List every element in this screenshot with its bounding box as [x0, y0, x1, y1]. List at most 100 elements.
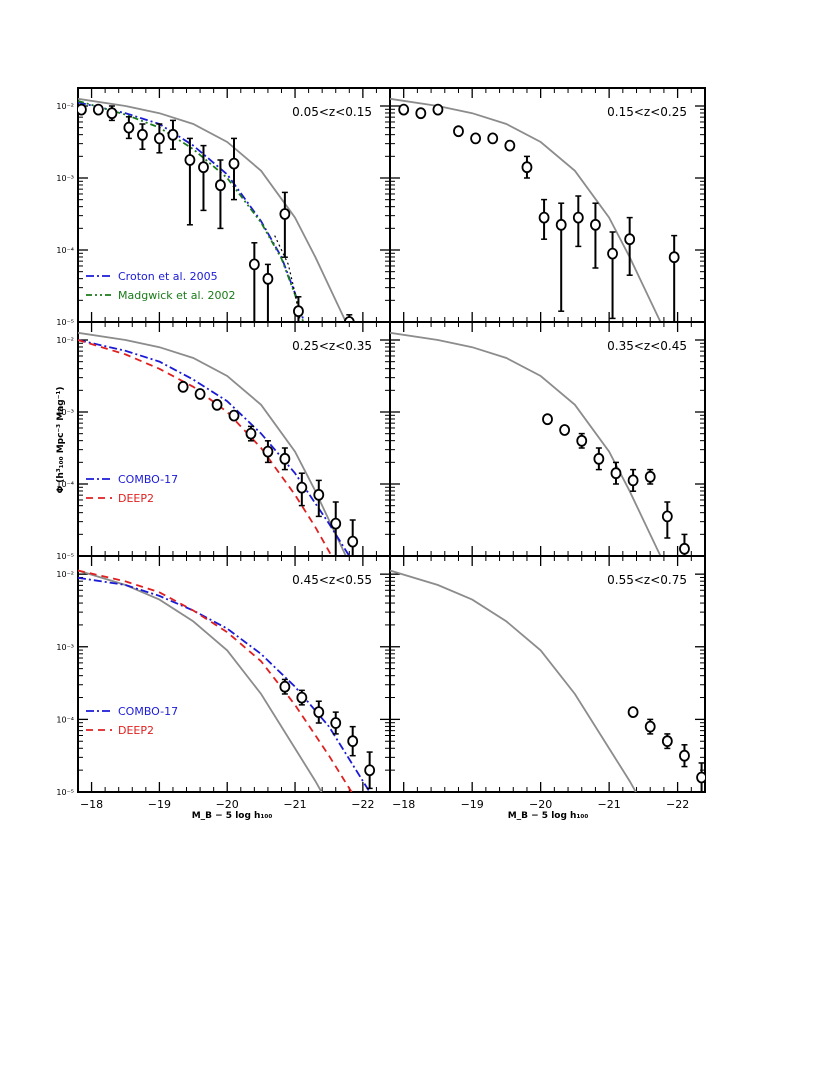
panel-6: −18 −19 −20 −21 −22 0.55<z<0.75 [389, 555, 706, 811]
curve-black-dot [274, 235, 302, 322]
redshift-label: 0.05<z<0.15 [292, 105, 372, 119]
data-point [330, 717, 342, 729]
data-point [194, 388, 206, 400]
panel-3: 10⁻² 10⁻³ 10⁻⁴ 10⁻⁵ 0.25<z<0.35 COMBO-17 DEEP2 [56, 321, 391, 561]
y-tick-label: 10⁻⁵ [56, 788, 74, 797]
panel-5: 10⁻² 10⁻³ 10⁻⁴ 10⁻⁵ −18 −19 −20 −21 −22 0.45<z<0.… [56, 555, 391, 811]
data-point [228, 409, 240, 422]
y-tick-label: 10⁻² [56, 336, 74, 345]
x-tick-label: −21 [598, 798, 621, 811]
y-tick-label: 10⁻³ [56, 174, 74, 183]
y-tick-label: 10⁻⁵ [56, 318, 74, 327]
data-point [627, 706, 639, 719]
legend-label: DEEP2 [118, 492, 154, 505]
data-point [347, 535, 359, 548]
data-point [398, 103, 410, 116]
data-point [106, 107, 118, 120]
redshift-label: 0.45<z<0.55 [292, 573, 372, 587]
data-point [555, 218, 567, 231]
curve-blue [78, 339, 351, 556]
data-point [296, 691, 308, 704]
legend-label: DEEP2 [118, 724, 154, 737]
data-point [521, 161, 533, 174]
data-point [262, 272, 274, 285]
panels-group: 10⁻² 10⁻³ 10⁻⁴ 10⁻⁵ 0.05<z<0.15 Croton et al.… [56, 87, 706, 811]
plot-area [390, 569, 705, 792]
panel-frame [389, 87, 706, 323]
legend-label: Madgwick et al. 2002 [118, 289, 236, 302]
data-point [696, 771, 705, 784]
data-point [92, 103, 104, 116]
data-point [559, 424, 571, 436]
data-point [644, 720, 656, 733]
data-point [279, 452, 291, 465]
panel-2: 0.15<z<0.25 [389, 87, 706, 323]
y-axis-label: Φ (h³₁₀₀ Mpc⁻³ Mag⁻¹) [56, 386, 66, 493]
plot-area [390, 97, 680, 322]
data-point [347, 735, 359, 748]
curve-blue [78, 576, 371, 792]
y-tick-label: 10⁻³ [56, 643, 74, 652]
data-point [572, 211, 584, 224]
curve-gray [390, 569, 637, 792]
data-point [661, 735, 673, 748]
x-tick-label: −19 [148, 798, 171, 811]
curve-gray [78, 569, 323, 792]
data-point [504, 139, 516, 152]
x-axis-label-right: M_B − 5 log h₁₀₀ [508, 811, 589, 821]
data-point [538, 211, 550, 224]
data-point [542, 413, 553, 426]
data-point [576, 434, 588, 447]
x-tick-label: −20 [529, 798, 552, 811]
data-point [296, 481, 308, 494]
data-point [432, 103, 444, 116]
data-point [245, 427, 257, 440]
curve-red [78, 569, 353, 792]
curve-gray [78, 331, 347, 556]
data-point [343, 316, 355, 322]
panel-4: 0.35<z<0.45 [389, 321, 706, 557]
data-point [610, 467, 622, 480]
data-point [313, 488, 325, 501]
y-tick-label: 10⁻² [56, 570, 74, 579]
plot-area [78, 569, 376, 792]
panel-frame [77, 87, 391, 323]
plot-area [78, 331, 359, 556]
x-tick-label: −21 [283, 798, 306, 811]
panel-frame [389, 555, 706, 793]
data-point [415, 107, 427, 120]
x-axis-label-left: M_B − 5 log h₁₀₀ [192, 811, 273, 821]
data-point [644, 470, 656, 483]
y-tick-label: 10⁻⁵ [56, 552, 74, 561]
x-tick-label: −19 [461, 798, 484, 811]
plot-area [390, 331, 690, 556]
data-point [137, 128, 148, 141]
data-point [661, 510, 673, 523]
redshift-label: 0.15<z<0.25 [607, 105, 687, 119]
data-point [78, 103, 87, 116]
legend-label: Croton et al. 2005 [118, 270, 218, 283]
data-point [177, 380, 189, 393]
data-point [123, 121, 135, 134]
panel-frame [389, 321, 706, 557]
x-tick-label: −22 [351, 798, 374, 811]
y-tick-label: 10⁻⁴ [56, 246, 74, 255]
data-point [679, 542, 690, 555]
data-point [487, 132, 499, 145]
data-point [313, 706, 325, 719]
x-tick-label: −22 [666, 798, 689, 811]
redshift-label: 0.55<z<0.75 [607, 573, 687, 587]
data-point [262, 445, 274, 458]
curve-green [78, 100, 305, 322]
data-point [153, 132, 165, 145]
data-point [668, 251, 680, 264]
x-tick-label: −20 [216, 798, 239, 811]
data-point [198, 161, 209, 174]
panel-frame [77, 555, 391, 793]
curve-gray [390, 97, 662, 322]
data-point [228, 157, 240, 170]
panel-1: 10⁻² 10⁻³ 10⁻⁴ 10⁻⁵ 0.05<z<0.15 Croton et al.… [56, 87, 391, 327]
legend-label: COMBO-17 [118, 705, 178, 718]
data-point [215, 179, 226, 192]
